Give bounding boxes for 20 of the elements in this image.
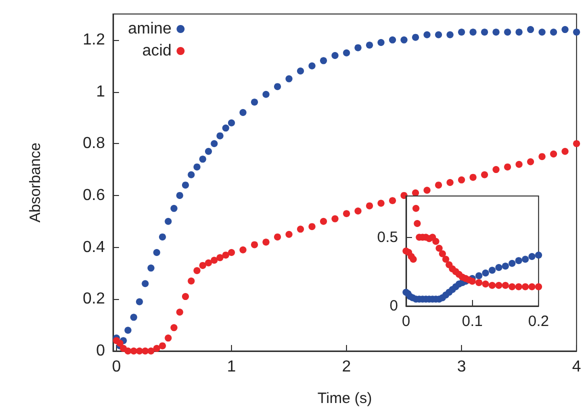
x-tick-label: 4 — [572, 358, 582, 376]
x-tick-label: 0.2 — [528, 313, 550, 330]
y-tick-label: 0.2 — [82, 290, 106, 308]
y-axis-title: Absorbance — [27, 142, 44, 223]
y-tick-label: 0 — [96, 342, 106, 360]
x-axis-title: Time (s) — [318, 390, 372, 407]
y-tick-label: 0.4 — [82, 238, 106, 256]
y-tick-label: 1.2 — [82, 31, 106, 48]
legend-label: acid — [142, 42, 172, 60]
legend-label: amine — [128, 20, 172, 38]
x-tick-label: 0.1 — [462, 313, 483, 330]
y-tick-label: 0.5 — [377, 228, 398, 246]
x-tick-label: 0 — [112, 358, 121, 376]
x-tick-label: 0 — [402, 313, 410, 330]
y-tick-label: 0.8 — [82, 135, 106, 152]
x-tick-label: 3 — [457, 358, 466, 376]
y-tick-label: 1 — [96, 83, 106, 100]
y-tick-label: 0.6 — [82, 186, 106, 204]
x-tick-label: 2 — [342, 358, 352, 376]
x-tick-label: 1 — [227, 358, 236, 376]
